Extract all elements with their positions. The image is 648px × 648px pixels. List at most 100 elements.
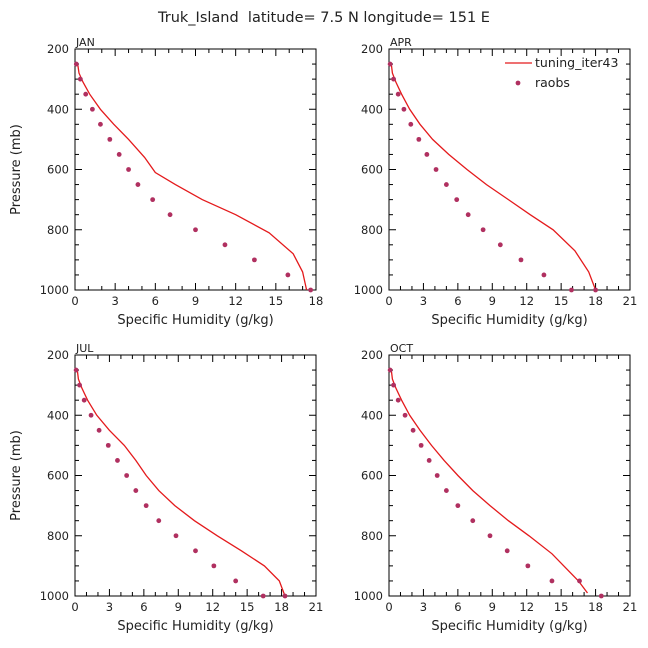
obs-point-apr <box>433 167 439 172</box>
obs-point-apr <box>541 272 547 278</box>
x-tick-label-apr: 9 <box>489 294 496 308</box>
obs-point-oct <box>410 427 416 433</box>
obs-point-jul <box>156 518 162 524</box>
obs-point-jan <box>193 227 198 233</box>
legend-obs-label: raobs <box>535 75 570 90</box>
obs-point-oct <box>549 578 555 584</box>
obs-point-oct <box>418 442 424 448</box>
panel-jan: 0 3 6 9 12 15 18 200 400 600 800 1000 JAN Specific Hu… <box>9 36 323 328</box>
x-tick-label-jul: 12 <box>205 600 220 614</box>
obs-point-jan <box>83 91 89 97</box>
obs-point-jul <box>260 593 266 599</box>
obs-point-oct <box>434 473 440 478</box>
x-axis-label-apr: Specific Humidity (g/kg) <box>431 313 587 328</box>
y-tick-label-apr: 400 <box>361 102 383 116</box>
panel-apr: 0 3 6 9 12 15 18 21 200 400 600 800 1000 APR Specific … <box>354 36 638 328</box>
obs-point-jul <box>96 427 102 433</box>
model-line-jan <box>77 64 308 291</box>
obs-point-jul <box>105 442 111 448</box>
plot-frame-jan <box>74 48 317 291</box>
obs-point-jul <box>193 548 198 554</box>
y-tick-label-jul: 800 <box>47 529 69 543</box>
obs-point-apr <box>443 182 449 187</box>
x-tick-label-apr: 21 <box>623 294 638 308</box>
y-tick-label-apr: 200 <box>361 42 383 56</box>
y-tick-label-jan: 400 <box>47 102 69 116</box>
obs-point-jul <box>143 503 149 509</box>
obs-point-jan <box>167 212 173 218</box>
plot-frame-apr <box>388 48 631 291</box>
y-tick-label-jan: 200 <box>47 42 69 56</box>
obs-point-jan <box>98 121 103 127</box>
obs-point-oct <box>455 503 461 509</box>
y-tick-label-jan: 1000 <box>40 283 69 297</box>
y-axis-label-jul: Pressure (mb) <box>9 430 24 521</box>
obs-point-apr <box>593 287 598 293</box>
obs-point-apr <box>416 136 422 142</box>
x-tick-label-jul: 6 <box>140 600 147 614</box>
obs-point-apr <box>387 61 393 67</box>
x-tick-label-oct: 6 <box>454 600 461 614</box>
y-tick-label-oct: 200 <box>361 348 383 362</box>
model-line-jul <box>76 370 286 597</box>
y-tick-label-jul: 1000 <box>40 589 69 603</box>
x-axis-label-jul: Specific Humidity (g/kg) <box>117 619 273 634</box>
y-tick-label-oct: 600 <box>361 469 383 483</box>
obs-point-jul <box>77 382 82 388</box>
x-tick-label-jul: 18 <box>274 600 289 614</box>
obs-point-apr <box>395 91 401 97</box>
x-tick-label-jul: 21 <box>309 600 324 614</box>
x-tick-label-apr: 0 <box>385 294 392 308</box>
obs-point-apr <box>465 212 471 218</box>
model-line-oct <box>390 370 589 594</box>
obs-point-jul <box>88 412 94 418</box>
model-line-apr <box>390 64 597 291</box>
obs-point-jan <box>116 152 122 157</box>
y-tick-label-jul: 200 <box>47 348 69 362</box>
x-tick-label-apr: 12 <box>519 294 534 308</box>
y-axis-label-jan: Pressure (mb) <box>9 124 24 215</box>
obs-point-apr <box>518 257 524 263</box>
obs-point-jul <box>73 367 79 373</box>
obs-point-oct <box>504 548 510 554</box>
legend-point-swatch <box>515 80 521 86</box>
obs-point-oct <box>402 412 408 418</box>
x-tick-label-oct: 18 <box>588 600 603 614</box>
obs-point-jul <box>173 533 179 539</box>
obs-point-jan <box>252 257 257 263</box>
obs-point-jan <box>150 197 156 203</box>
x-tick-label-jan: 0 <box>71 294 78 308</box>
obs-point-oct <box>487 533 493 539</box>
obs-point-apr <box>569 287 574 293</box>
panel-oct: 0 3 6 9 12 15 18 21 200 400 600 800 1000 OCT Specific … <box>354 342 638 634</box>
obs-point-apr <box>454 197 460 203</box>
y-tick-label-jan: 600 <box>47 163 69 177</box>
x-tick-label-jul: 0 <box>71 600 78 614</box>
obs-point-jul <box>124 473 130 478</box>
panel-title-jul: JUL <box>75 342 94 355</box>
panel-jul: 0 3 6 9 12 15 18 21 200 400 600 800 1000 JUL Specific … <box>9 342 323 634</box>
obs-point-jul <box>211 563 217 569</box>
obs-point-jan <box>107 136 113 142</box>
obs-point-oct <box>525 563 531 569</box>
plot-frame-jul <box>74 354 317 597</box>
obs-point-apr <box>480 227 486 233</box>
obs-point-apr <box>401 106 407 112</box>
y-tick-label-oct: 800 <box>361 529 383 543</box>
x-tick-label-jul: 15 <box>240 600 255 614</box>
obs-point-oct <box>395 397 401 403</box>
obs-point-jan <box>285 272 291 278</box>
x-tick-label-oct: 3 <box>420 600 427 614</box>
y-tick-label-apr: 600 <box>361 163 383 177</box>
x-tick-label-jan: 12 <box>228 294 243 308</box>
y-tick-label-oct: 400 <box>361 408 383 422</box>
x-tick-label-jan: 9 <box>192 294 199 308</box>
obs-point-jul <box>115 458 120 463</box>
x-tick-label-jan: 3 <box>112 294 119 308</box>
obs-point-jul <box>81 397 87 403</box>
x-axis-label-oct: Specific Humidity (g/kg) <box>431 619 587 634</box>
obs-point-jul <box>282 593 288 599</box>
obs-point-jan <box>222 242 228 248</box>
